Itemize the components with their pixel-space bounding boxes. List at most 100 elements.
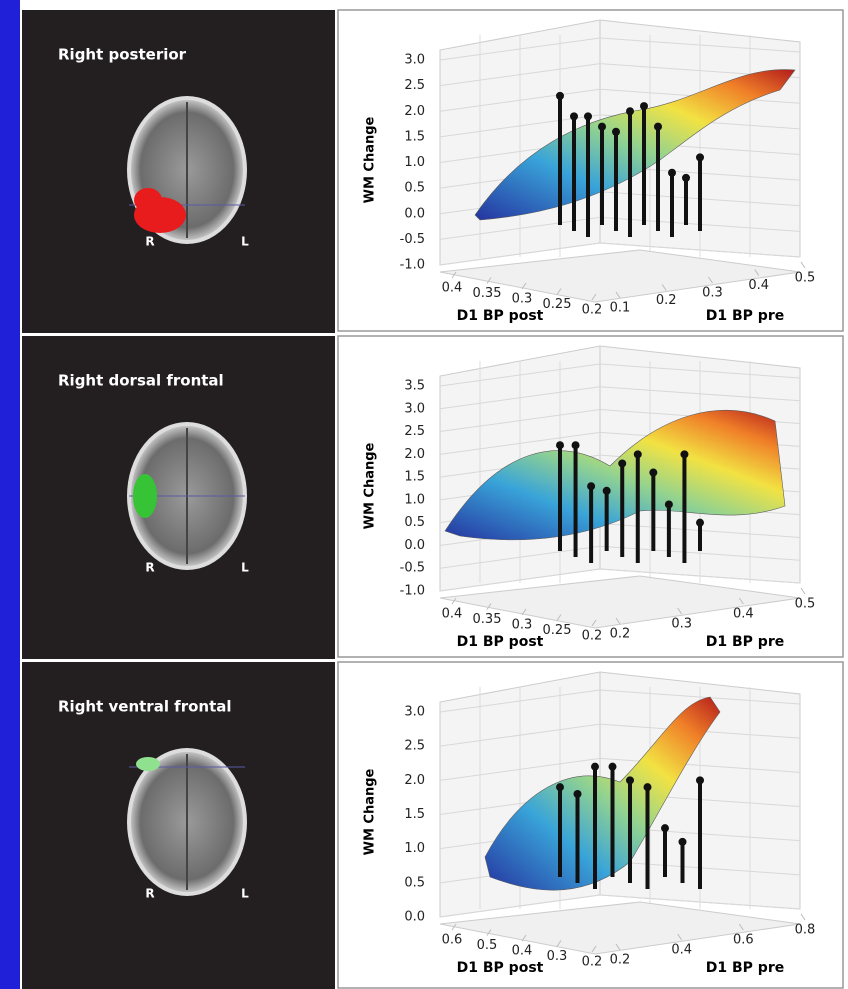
stem-point xyxy=(572,441,580,449)
z-axis-label: WM Change xyxy=(363,768,378,855)
z-tick-label: 0.5 xyxy=(404,181,425,196)
x-tick-label: 0.4 xyxy=(442,281,463,296)
side-strip xyxy=(0,0,20,989)
side-label: R xyxy=(145,561,154,575)
stem-point xyxy=(556,92,564,100)
z-tick-label: 1.0 xyxy=(404,155,425,170)
stem-point xyxy=(609,763,617,771)
z-tick-label: 1.5 xyxy=(404,470,425,485)
z-tick-label: 0.0 xyxy=(404,206,425,221)
z-tick-label: 1.0 xyxy=(404,841,425,856)
x-tick-label: 0.3 xyxy=(512,618,533,633)
stem-point xyxy=(644,783,652,791)
y-tick-label: 0.4 xyxy=(671,943,692,958)
y-tick-label: 0.5 xyxy=(795,597,816,612)
x-tick-label: 0.3 xyxy=(547,949,568,964)
side-label: L xyxy=(241,561,249,575)
figure: c Right posteriorRL-1.0-0.50.00.51.01.52… xyxy=(0,0,848,989)
stem-point xyxy=(584,112,592,120)
stem-point xyxy=(591,763,599,771)
x-tick-label: 0.4 xyxy=(442,607,463,622)
y-tick-label: 0.3 xyxy=(671,617,692,632)
stem-point xyxy=(618,459,626,467)
z-tick-label: 1.0 xyxy=(404,492,425,507)
y-tick-label: 0.5 xyxy=(795,271,816,286)
stem-point xyxy=(598,123,606,131)
z-tick-label: 3.5 xyxy=(404,379,425,394)
stem-point xyxy=(654,123,662,131)
stem-point xyxy=(696,776,704,784)
x-axis-label: D1 BP post xyxy=(457,634,544,650)
z-tick-label: 3.0 xyxy=(404,705,425,720)
x-tick-label: 0.5 xyxy=(477,938,498,953)
stem-point xyxy=(665,500,673,508)
z-tick-label: 1.5 xyxy=(404,807,425,822)
stem-point xyxy=(682,174,690,182)
y-tick-label: 0.6 xyxy=(733,933,754,948)
side-label: R xyxy=(145,235,154,249)
y-axis-label: D1 BP pre xyxy=(706,308,784,324)
side-label: L xyxy=(241,887,249,901)
stem-point xyxy=(626,107,634,115)
z-tick-label: -1.0 xyxy=(400,584,425,599)
y-tick-label: 0.2 xyxy=(656,293,677,308)
stem-point xyxy=(556,441,564,449)
stem-point xyxy=(649,469,657,477)
region-title: Right dorsal frontal xyxy=(58,372,224,390)
z-tick-label: 3.0 xyxy=(404,401,425,416)
z-tick-label: 0.0 xyxy=(404,538,425,553)
side-label: R xyxy=(145,887,154,901)
stem-point xyxy=(626,776,634,784)
x-tick-label: 0.6 xyxy=(442,933,463,948)
x-tick-label: 0.35 xyxy=(473,612,502,627)
z-axis-label: WM Change xyxy=(363,116,378,203)
stem-point xyxy=(603,487,611,495)
stem-point xyxy=(696,153,704,161)
z-tick-label: 2.5 xyxy=(404,78,425,93)
x-axis-label: D1 BP post xyxy=(457,308,544,324)
stem-point xyxy=(661,824,669,832)
z-tick-label: -0.5 xyxy=(400,561,425,576)
x-tick-label: 0.2 xyxy=(582,629,603,644)
stem-point xyxy=(634,450,642,458)
y-tick-label: 0.4 xyxy=(733,607,754,622)
y-axis-label: D1 BP pre xyxy=(706,960,784,976)
y-tick-label: 0.1 xyxy=(610,301,631,316)
region-title: Right ventral frontal xyxy=(58,698,232,716)
x-tick-label: 0.35 xyxy=(473,286,502,301)
z-tick-label: 2.0 xyxy=(404,104,425,119)
z-tick-label: 0.5 xyxy=(404,875,425,890)
page: {"panel_label": "c", "chart_data": [ {"t… xyxy=(0,0,848,989)
x-tick-label: 0.3 xyxy=(512,292,533,307)
x-tick-label: 0.2 xyxy=(582,303,603,318)
x-axis-label: D1 BP post xyxy=(457,960,544,976)
stem-point xyxy=(668,169,676,177)
x-tick-label: 0.2 xyxy=(582,955,603,970)
stem-point xyxy=(612,128,620,136)
y-tick-label: 0.2 xyxy=(610,953,631,968)
y-tick-label: 0.8 xyxy=(795,923,816,938)
stem-point xyxy=(587,482,595,490)
stem-point xyxy=(679,838,687,846)
x-tick-label: 0.25 xyxy=(543,297,572,312)
z-tick-label: 2.0 xyxy=(404,447,425,462)
region-title: Right posterior xyxy=(58,46,187,64)
stem-point xyxy=(570,112,578,120)
stem-point xyxy=(574,790,582,798)
z-tick-label: 0.5 xyxy=(404,515,425,530)
z-axis-label: WM Change xyxy=(363,442,378,529)
y-axis-label: D1 BP pre xyxy=(706,634,784,650)
roi xyxy=(136,757,160,771)
z-tick-label: 0.0 xyxy=(404,910,425,925)
y-tick-label: 0.3 xyxy=(702,286,723,301)
z-tick-label: -1.0 xyxy=(400,258,425,273)
z-tick-label: 3.0 xyxy=(404,53,425,68)
z-tick-label: 1.5 xyxy=(404,129,425,144)
x-tick-label: 0.4 xyxy=(512,944,533,959)
z-tick-label: 2.0 xyxy=(404,773,425,788)
side-label: L xyxy=(241,235,249,249)
z-tick-label: -0.5 xyxy=(400,232,425,247)
stem-point xyxy=(640,102,648,110)
roi xyxy=(134,188,162,212)
z-tick-label: 2.5 xyxy=(404,739,425,754)
